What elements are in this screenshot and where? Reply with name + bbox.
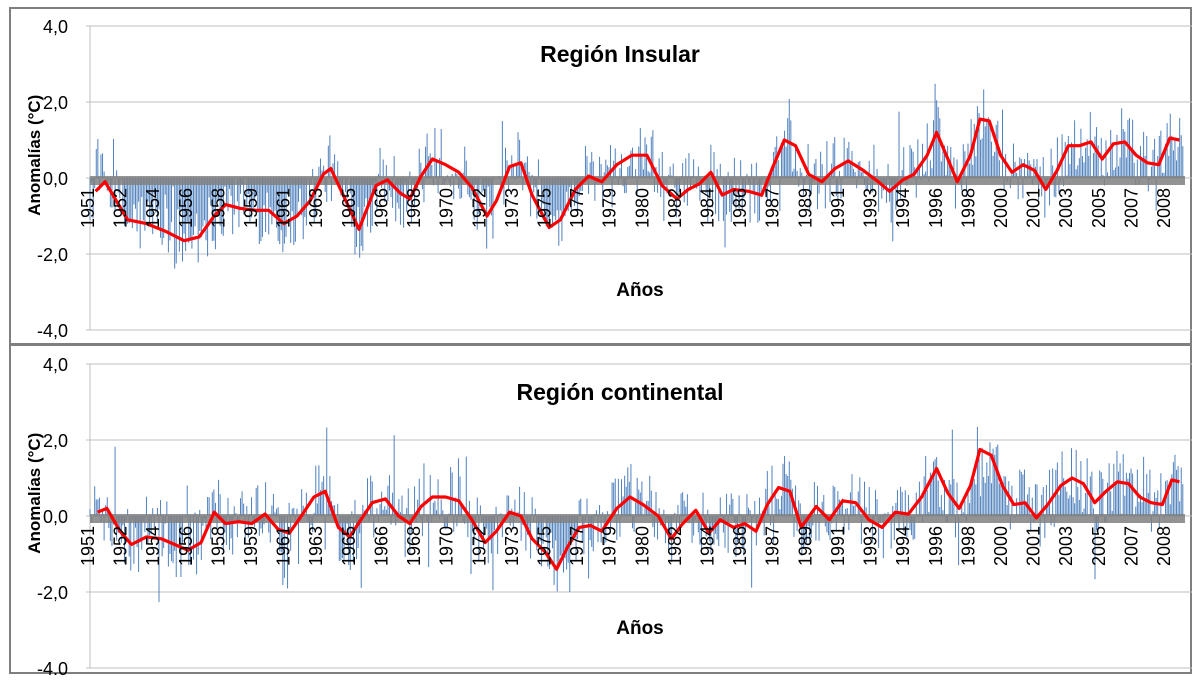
y-tick-label: -2,0 [37,583,68,603]
y-tick-label: 0,0 [43,507,68,527]
x-tick-label: 1991 [828,188,848,228]
x-tick-label: 1993 [861,526,881,566]
x-tick-label: 1991 [828,526,848,566]
x-tick-label: 1980 [632,188,652,228]
x-tick-label: 2003 [1056,526,1076,566]
panel-border [9,344,1192,674]
smooth-line [94,117,1180,243]
x-tick-label: 1998 [958,526,978,566]
x-tick-label: 1968 [404,188,424,228]
x-tick-label: 1970 [437,188,457,228]
x-tick-label: 1975 [534,188,554,228]
y-axis-label: Anomalías (°C) [25,95,44,216]
x-tick-label: 1966 [371,526,391,566]
x-tick-label: 1961 [274,526,294,566]
x-tick-label: 1996 [926,188,946,228]
chart-title: Región continental [517,379,724,405]
x-tick-label: 1982 [665,526,685,566]
x-tick-label: 1954 [143,526,163,566]
x-tick-label: 2000 [991,526,1011,566]
x-tick-label: 1956 [176,526,196,566]
y-tick-label: 2,0 [43,431,68,451]
x-tick-label: 1965 [339,526,359,566]
y-tick-label: -4,0 [37,321,68,341]
x-tick-label: 1952 [111,526,131,566]
x-tick-label: 1993 [861,188,881,228]
x-tick-label: 2005 [1089,526,1109,566]
x-tick-label: 1977 [567,526,587,566]
x-tick-label: 1987 [763,188,783,228]
x-tick-label: 1986 [730,188,750,228]
x-tick-label: 1958 [208,526,228,566]
x-tick-label: 1984 [698,526,718,566]
x-axis-label: Años [616,618,664,639]
x-tick-label: 1977 [567,188,587,228]
x-tick-label: 1984 [698,188,718,228]
smooth-line [96,447,1180,571]
y-axis-label: Anomalías (°C) [25,433,44,554]
y-tick-label: -4,0 [37,659,68,675]
x-tick-label: 1979 [600,526,620,566]
y-tick-label: 4,0 [43,355,68,375]
x-axis-band [90,514,1185,523]
x-tick-label: 1951 [78,526,98,566]
x-tick-label: 2005 [1089,188,1109,228]
x-tick-label: 1996 [926,526,946,566]
x-axis: 1951 1952 1954 1956 1958 1959 1961 1963 1965 1966… [78,188,1174,228]
x-tick-label: 1989 [795,526,815,566]
x-tick-label: 2001 [1024,188,1044,228]
x-tick-label: 1959 [241,188,261,228]
y-tick-label: 0,0 [43,169,68,189]
y-tick-label: 4,0 [43,17,68,37]
x-tick-label: 1975 [534,526,554,566]
x-tick-label: 2003 [1056,188,1076,228]
x-tick-label: 1956 [176,188,196,228]
x-tick-label: 1986 [730,526,750,566]
x-tick-label: 1958 [208,188,228,228]
x-tick-label: 1973 [502,188,522,228]
x-tick-label: 1966 [371,188,391,228]
x-tick-label: 2008 [1154,526,1174,566]
x-tick-label: 1979 [600,188,620,228]
x-axis: 1951 1952 1954 1956 1958 1959 1961 1963 1965 1966… [78,526,1174,566]
x-tick-label: 1994 [893,526,913,566]
x-tick-label: 2001 [1024,526,1044,566]
x-tick-label: 1973 [502,526,522,566]
x-tick-label: 1989 [795,188,815,228]
x-tick-label: 1980 [632,526,652,566]
x-tick-label: 1959 [241,526,261,566]
x-tick-label: 1968 [404,526,424,566]
x-tick-label: 2007 [1121,526,1141,566]
x-axis-label: Años [616,280,664,301]
x-tick-label: 1970 [437,526,457,566]
x-tick-label: 1961 [274,188,294,228]
x-tick-label: 2008 [1154,188,1174,228]
y-tick-label: 2,0 [43,93,68,113]
x-tick-label: 2007 [1121,188,1141,228]
y-tick-label: -2,0 [37,245,68,265]
chart-title: Región Insular [540,41,700,67]
x-tick-label: 1965 [339,188,359,228]
x-tick-label: 1972 [469,526,489,566]
x-tick-label: 1952 [111,188,131,228]
x-tick-label: 2000 [991,188,1011,228]
x-tick-label: 1972 [469,188,489,228]
x-tick-label: 1963 [306,188,326,228]
y-axis: 4,0 2,0 0,0 -2,0 -4,0 [37,17,1192,341]
x-tick-label: 1963 [306,526,326,566]
x-tick-label: 1998 [958,188,978,228]
x-tick-label: 1982 [665,188,685,228]
x-tick-label: 1994 [893,188,913,228]
x-tick-label: 1954 [143,188,163,228]
x-axis-band [90,176,1185,185]
x-tick-label: 1951 [78,188,98,228]
x-tick-label: 1987 [763,526,783,566]
